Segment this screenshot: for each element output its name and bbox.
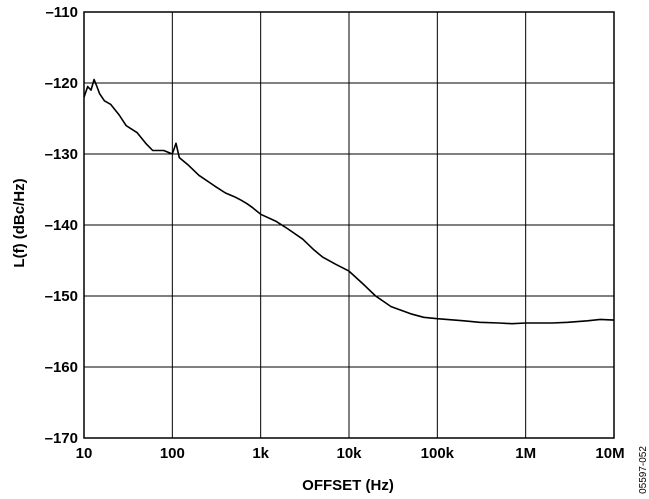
y-axis-label: L(f) (dBc/Hz) [11, 178, 28, 267]
x-tick-label-3: 10k [336, 445, 362, 462]
y-tick-label-4: –150 [45, 288, 78, 305]
y-tick-label-3: –140 [45, 217, 78, 234]
y-tick-label-1: –120 [45, 75, 78, 92]
y-tick-label-5: –160 [45, 359, 78, 376]
x-tick-label-4: 100k [421, 445, 455, 462]
series-layer [83, 78, 615, 325]
x-tick-labels: 10 100 1k 10k 100k 1M 10M [76, 445, 625, 462]
x-tick-label-6: 10M [595, 445, 624, 462]
y-tick-label-0: –110 [45, 4, 78, 21]
x-tick-label-2: 1k [252, 445, 269, 462]
x-tick-label-5: 1M [515, 445, 536, 462]
y-tick-label-6: –170 [45, 430, 78, 447]
grid-lines [83, 11, 615, 439]
series-line-0 [83, 78, 615, 325]
plot-area-frame [83, 11, 615, 439]
figure-code: 05597-052 [638, 446, 649, 494]
x-axis-label: OFFSET (Hz) [302, 477, 394, 494]
x-tick-label-1: 100 [160, 445, 185, 462]
y-tick-labels: –110 –120 –130 –140 –150 –160 –170 [45, 4, 78, 447]
y-tick-label-2: –130 [45, 146, 78, 163]
x-tick-label-0: 10 [76, 445, 93, 462]
